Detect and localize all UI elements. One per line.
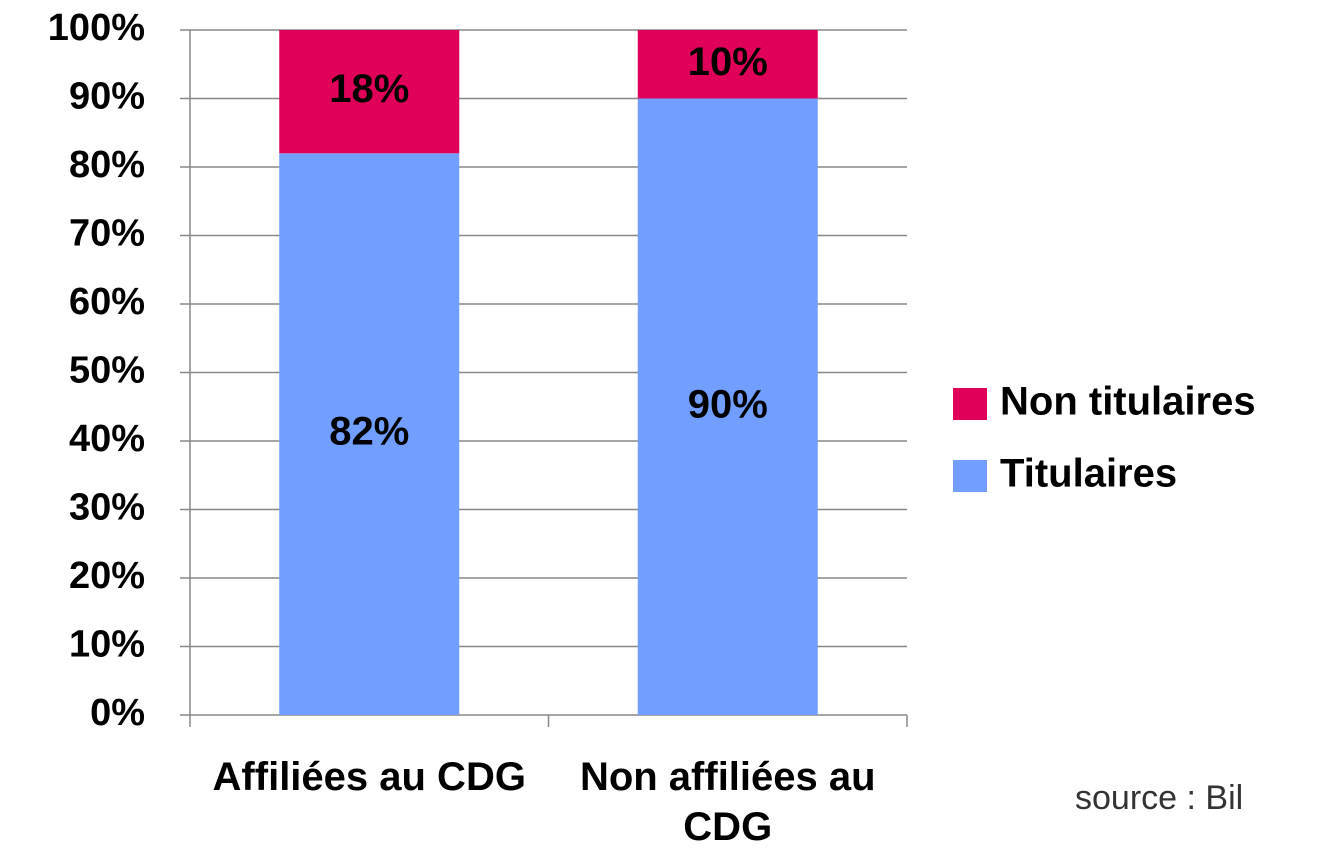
y-tick-label: 70% xyxy=(69,213,145,255)
legend-swatch xyxy=(953,460,987,492)
y-tick-label: 0% xyxy=(90,692,145,734)
source-note: source : Bil xyxy=(1075,779,1243,817)
legend-swatch xyxy=(953,388,987,420)
y-tick-label: 50% xyxy=(69,350,145,392)
bar-segment xyxy=(279,153,460,716)
y-tick-label: 40% xyxy=(69,418,145,460)
bar-segment xyxy=(637,30,818,99)
data-label: 90% xyxy=(688,382,768,426)
x-tick-label: Affiliées au CDG xyxy=(212,755,526,799)
y-tick-label: 20% xyxy=(69,555,145,597)
data-label: 10% xyxy=(688,40,768,84)
x-tick-label: Non affiliées au CDG xyxy=(579,755,876,849)
bar-segment xyxy=(279,30,460,154)
legend-label: Titulaires xyxy=(1000,452,1177,496)
y-tick-label: 100% xyxy=(48,7,145,49)
y-tick-label: 60% xyxy=(69,281,145,323)
data-label: 18% xyxy=(329,67,409,111)
y-tick-label: 90% xyxy=(69,76,145,118)
bar-segment xyxy=(637,98,818,715)
y-tick-label: 30% xyxy=(69,487,145,529)
data-label: 82% xyxy=(329,410,409,454)
y-tick-label: 80% xyxy=(69,144,145,186)
legend-label: Non titulaires xyxy=(1000,380,1256,424)
y-tick-label: 10% xyxy=(69,624,145,666)
